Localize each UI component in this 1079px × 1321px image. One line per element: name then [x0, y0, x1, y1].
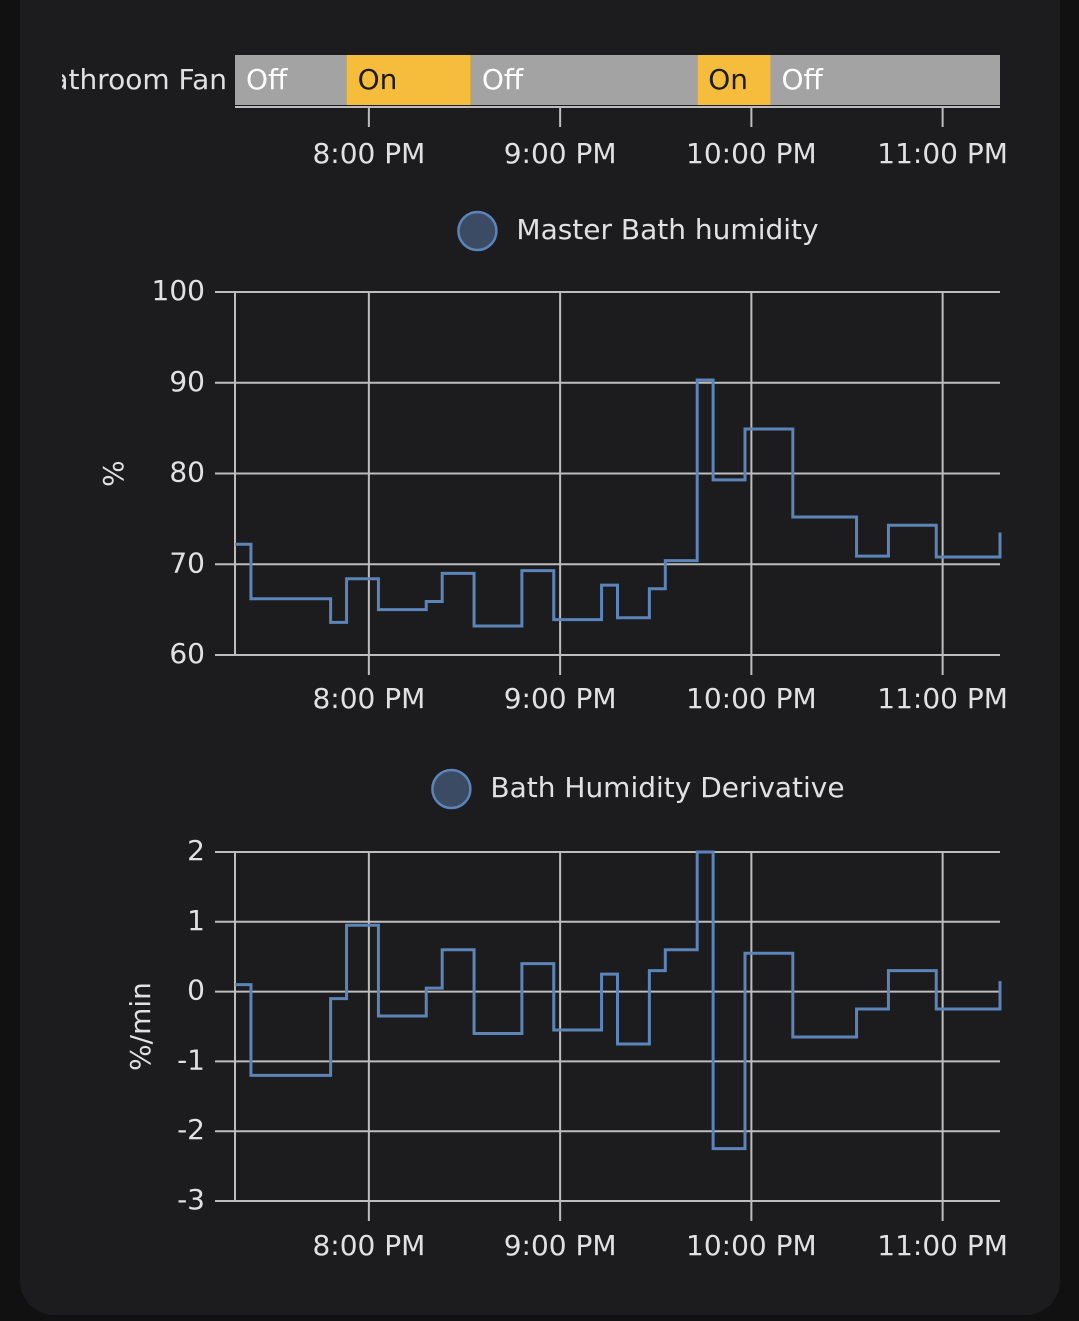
x-tick-label: 10:00 PM	[686, 137, 817, 170]
y-tick-label: 70	[169, 546, 205, 579]
y-axis-label: %	[97, 460, 130, 487]
x-tick-label: 11:00 PM	[877, 682, 1008, 715]
y-tick-label: 90	[169, 365, 205, 398]
state-segment	[346, 55, 471, 105]
state-segment	[770, 55, 1000, 105]
state-label: On	[358, 63, 398, 96]
y-tick-label: -3	[177, 1183, 205, 1216]
legend-label: Master Bath humidity	[516, 213, 818, 246]
data-line	[235, 850, 1002, 1151]
state-segment	[235, 55, 347, 105]
y-tick-label: -1	[177, 1043, 205, 1076]
state-label: On	[708, 63, 748, 96]
legend-marker	[457, 210, 498, 252]
y-tick-label: 60	[169, 637, 205, 670]
x-tick-label: 11:00 PM	[877, 1229, 1008, 1262]
x-tick-label: 8:00 PM	[312, 137, 425, 170]
legend-item: Bath Humidity Derivative	[431, 768, 845, 810]
x-tick-label: 11:00 PM	[877, 137, 1008, 170]
x-tick-label: 8:00 PM	[312, 682, 425, 715]
entity-label: Bathroom Fan	[32, 63, 227, 96]
card	[20, 0, 1060, 1315]
y-tick-label: 1	[187, 904, 205, 937]
legend-label: Bath Humidity Derivative	[490, 771, 844, 804]
legend-item: Master Bath humidity	[457, 210, 819, 252]
state-label: Off	[246, 63, 288, 96]
y-axis-label: %/min	[124, 982, 157, 1071]
x-tick-label: 9:00 PM	[504, 1229, 617, 1262]
y-tick-label: 2	[187, 834, 205, 867]
legend-marker	[431, 768, 472, 810]
x-tick-label: 10:00 PM	[686, 1229, 817, 1262]
x-tick-label: 9:00 PM	[504, 682, 617, 715]
y-tick-label: 80	[169, 456, 205, 489]
x-tick-label: 10:00 PM	[686, 682, 817, 715]
y-tick-label: 100	[152, 274, 205, 307]
y-tick-label: 0	[187, 974, 205, 1007]
x-tick-label: 8:00 PM	[312, 1229, 425, 1262]
state-segment	[697, 55, 771, 105]
data-line	[235, 378, 1002, 628]
x-tick-label: 9:00 PM	[504, 137, 617, 170]
y-tick-label: -2	[177, 1113, 205, 1146]
state-label: Off	[782, 63, 824, 96]
state-label: Off	[482, 63, 524, 96]
state-segment	[470, 55, 698, 105]
